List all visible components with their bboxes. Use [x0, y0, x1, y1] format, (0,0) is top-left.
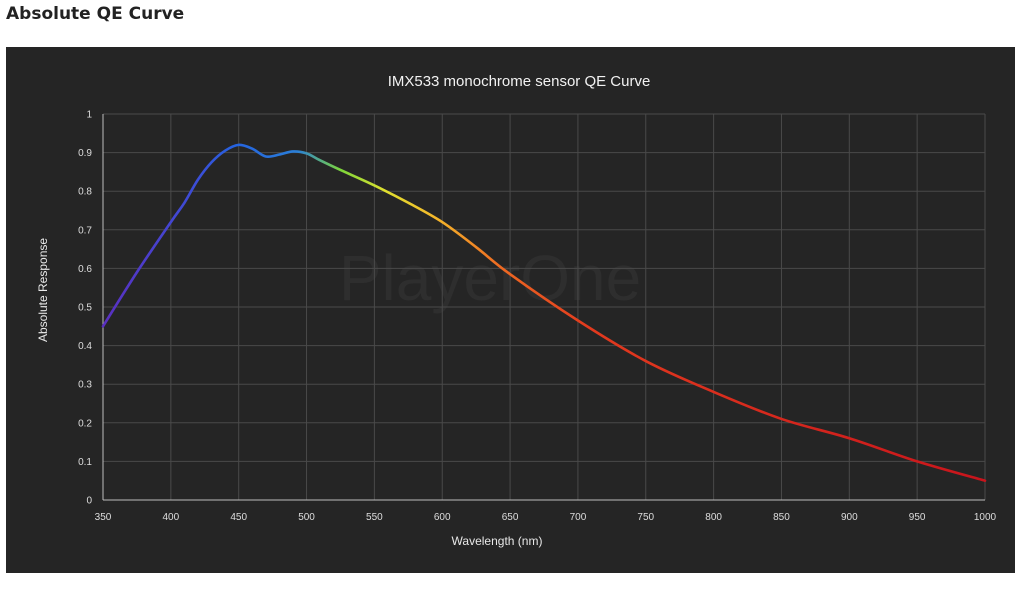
- y-tick-label: 0.8: [78, 187, 92, 198]
- x-tick-label: 750: [637, 512, 654, 523]
- x-tick-label: 650: [502, 512, 519, 523]
- x-axis-title: Wavelength (nm): [452, 534, 543, 548]
- y-tick-label: 0.4: [78, 341, 92, 352]
- x-tick-label: 500: [298, 512, 315, 523]
- y-tick-label: 0.9: [78, 148, 92, 159]
- x-tick-label: 350: [95, 512, 112, 523]
- watermark: PlayerOne: [339, 242, 641, 314]
- y-tick-label: 0.2: [78, 418, 92, 429]
- qe-series-line: [101, 143, 987, 482]
- page-title: Absolute QE Curve: [6, 4, 185, 24]
- series-line-layer: [101, 143, 987, 482]
- y-tick-label: 0.3: [78, 380, 92, 391]
- y-tick-label: 0: [86, 496, 92, 507]
- x-tick-label: 450: [230, 512, 247, 523]
- x-tick-label: 950: [909, 512, 926, 523]
- x-tick-label: 600: [434, 512, 451, 523]
- x-tick-label: 900: [841, 512, 858, 523]
- y-axis-title: Absolute Response: [36, 238, 50, 342]
- x-tick-label: 700: [570, 512, 587, 523]
- x-tick-label: 850: [773, 512, 790, 523]
- tick-labels: 350 400 450 500 550 600 650 700 750 800 850 900 950 1…: [78, 110, 996, 524]
- grid-lines: [102, 113, 986, 501]
- axes: [102, 114, 985, 501]
- y-tick-label: 0.1: [78, 457, 92, 468]
- y-tick-label: 0.5: [78, 303, 92, 314]
- x-tick-label: 1000: [974, 512, 997, 523]
- x-tick-label: 800: [705, 512, 722, 523]
- y-tick-label: 0.6: [78, 264, 92, 275]
- x-tick-label: 550: [366, 512, 383, 523]
- y-tick-label: 0.7: [78, 225, 92, 236]
- x-tick-label: 400: [163, 512, 180, 523]
- chart-title: IMX533 monochrome sensor QE Curve: [388, 73, 651, 90]
- y-tick-label: 1: [86, 110, 92, 121]
